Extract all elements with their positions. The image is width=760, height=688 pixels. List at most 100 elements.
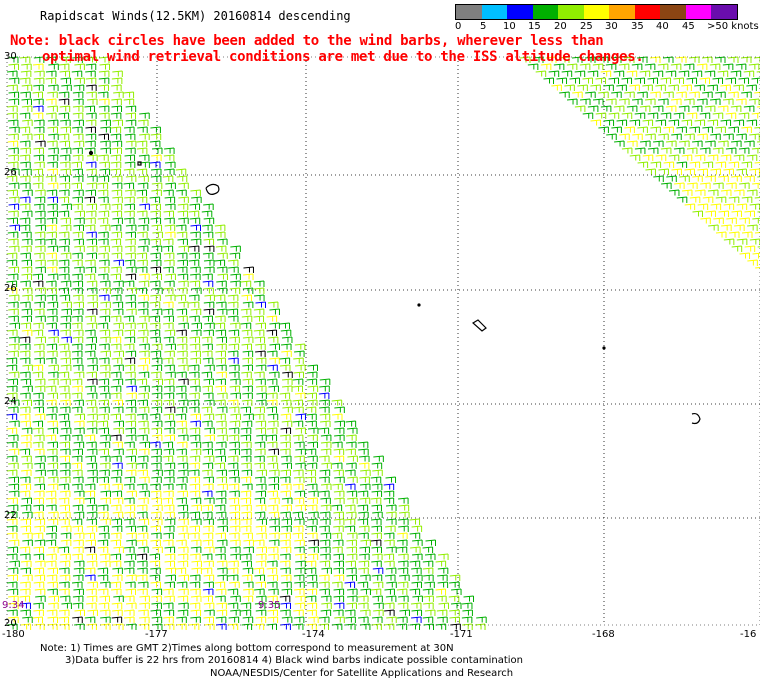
wind-barb (587, 70, 599, 77)
wind-barb (59, 350, 71, 357)
wind-barb (21, 497, 33, 504)
wind-barb (619, 133, 630, 140)
wind-barb (112, 497, 124, 504)
wind-barb (307, 581, 318, 588)
wind-barb (163, 448, 175, 455)
wind-barb (320, 420, 331, 427)
wind-barb (85, 140, 96, 147)
wind-barb (58, 91, 70, 98)
wind-barb (58, 245, 70, 252)
wind-barb (165, 574, 176, 581)
wind-barb (150, 483, 161, 490)
wind-barb (33, 308, 45, 315)
wind-barb (254, 602, 266, 609)
wind-barb (216, 560, 228, 567)
wind-barb (137, 301, 149, 308)
wind-barb (58, 133, 70, 140)
wind-barb (253, 413, 265, 420)
footer-note-2: 3)Data buffer is 22 hrs from 20160814 4)… (65, 655, 523, 666)
wind-barb (190, 420, 201, 427)
wind-barb (683, 98, 695, 105)
wind-barb (163, 623, 175, 630)
wind-barb (305, 595, 317, 602)
wind-barb (9, 560, 20, 567)
wind-barb (736, 133, 747, 140)
wind-barb (47, 392, 58, 399)
wind-barb (8, 98, 20, 105)
wind-barb (98, 476, 109, 483)
wind-barb (84, 532, 96, 539)
wind-barb (112, 399, 124, 406)
wind-barb (227, 350, 239, 357)
wind-barb (8, 462, 19, 469)
wind-barb (125, 224, 137, 231)
legend-swatch (685, 5, 711, 19)
lon-label: -180 (2, 629, 25, 640)
wind-barb (125, 147, 136, 154)
wind-barb (281, 616, 293, 623)
wind-barb (306, 371, 318, 378)
wind-barb (124, 203, 135, 210)
wind-barb (189, 343, 201, 350)
wind-barb (7, 140, 19, 147)
wind-barb (574, 70, 586, 77)
wind-barb (177, 511, 189, 518)
legend-label: 35 (631, 21, 644, 32)
wind-barb (85, 133, 97, 140)
wind-barb (306, 504, 318, 511)
wind-barb (87, 609, 98, 616)
wind-barb (20, 441, 32, 448)
wind-barb (61, 602, 72, 609)
wind-barb (756, 71, 760, 73)
wind-barb (72, 105, 84, 112)
wind-barb (8, 154, 19, 161)
wind-barb (332, 441, 343, 448)
wind-barb (318, 427, 330, 434)
wind-barb (699, 147, 711, 154)
wind-barb (294, 350, 305, 357)
wind-barb (86, 553, 97, 560)
wind-barb (112, 308, 124, 315)
wind-barb (240, 427, 252, 434)
wind-barb (216, 602, 227, 609)
wind-barb (255, 301, 266, 308)
wind-barb (73, 532, 85, 539)
wind-barb (227, 567, 239, 574)
wind-barb (397, 602, 409, 609)
wind-barb (125, 413, 136, 420)
wind-barb (48, 336, 59, 343)
wind-barb (661, 182, 672, 189)
wind-barb (98, 133, 109, 140)
wind-barb (150, 259, 162, 266)
wind-barb (112, 511, 124, 518)
legend-swatch (507, 5, 533, 19)
wind-barb (124, 511, 135, 518)
wind-barb (728, 91, 739, 98)
wind-barb (751, 147, 760, 154)
wind-barb (48, 595, 59, 602)
wind-barb (126, 392, 137, 399)
wind-barb (227, 455, 239, 462)
wind-barb (60, 364, 72, 371)
wind-barb (7, 406, 19, 413)
wind-barb (176, 392, 187, 399)
wind-barb (6, 469, 18, 476)
wind-barb (60, 553, 71, 560)
wind-barb (124, 210, 135, 217)
wind-barb (269, 343, 280, 350)
wind-barb (214, 224, 226, 231)
wind-barb (306, 525, 317, 532)
wind-barb (74, 77, 85, 84)
wind-barb (371, 560, 382, 567)
wind-barb (386, 518, 397, 525)
wind-barb (372, 511, 383, 518)
wind-barb (47, 350, 58, 357)
wind-barb (126, 574, 137, 581)
wind-barb (60, 329, 71, 336)
wind-barb (59, 441, 71, 448)
wind-barb (112, 441, 123, 448)
wind-barb (152, 469, 163, 476)
wind-barb (136, 378, 148, 385)
wind-barb (308, 511, 319, 518)
wind-barb (227, 574, 239, 581)
